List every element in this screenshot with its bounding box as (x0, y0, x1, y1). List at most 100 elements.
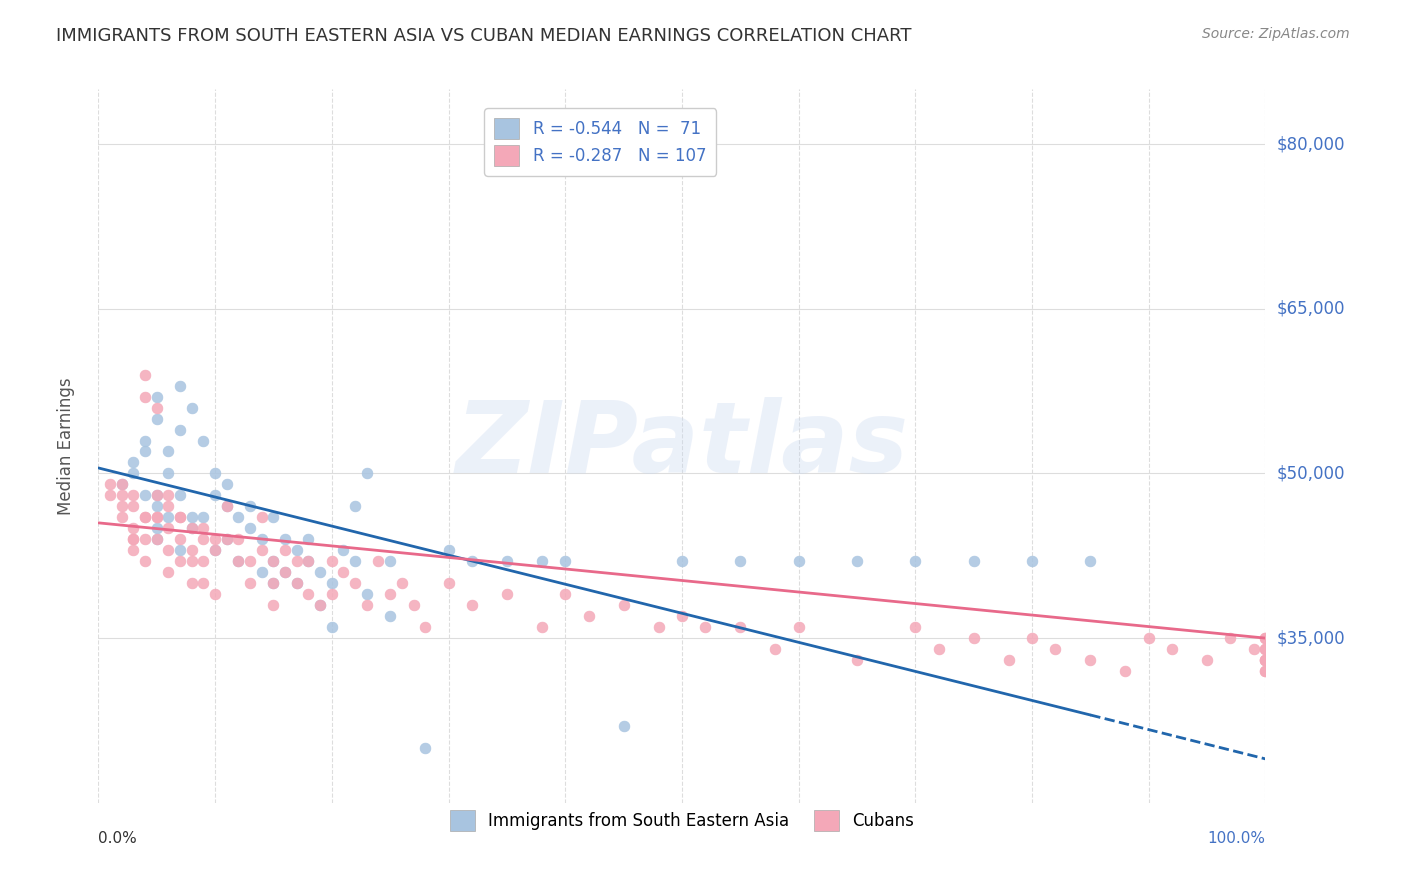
Point (285, 543, 308, 558)
Point (1254, 642, 1277, 657)
Point (344, 576, 367, 591)
Point (530, 620, 553, 634)
Point (962, 554, 984, 568)
Point (146, 510, 169, 524)
Point (157, 543, 180, 558)
Point (1021, 554, 1043, 568)
Point (215, 500, 238, 514)
Point (671, 554, 693, 568)
Point (134, 434, 156, 448)
Point (239, 500, 262, 514)
Y-axis label: Median Earnings: Median Earnings (56, 377, 75, 515)
Point (134, 368, 156, 382)
Point (134, 533, 156, 547)
Point (134, 390, 156, 404)
Point (193, 533, 215, 547)
Point (496, 587, 519, 601)
Point (763, 642, 786, 657)
Point (309, 598, 332, 612)
Point (344, 554, 367, 568)
Point (122, 467, 145, 481)
Point (180, 521, 202, 535)
Point (1161, 642, 1184, 657)
Point (157, 488, 180, 502)
Point (204, 543, 226, 558)
Point (169, 510, 191, 524)
Point (321, 554, 343, 568)
Point (730, 620, 752, 634)
Point (962, 631, 984, 645)
Point (204, 543, 226, 558)
Point (239, 521, 262, 535)
Point (321, 576, 343, 591)
Text: $65,000: $65,000 (1277, 300, 1346, 318)
Point (380, 587, 402, 601)
Point (274, 566, 297, 580)
Point (997, 653, 1019, 667)
Point (262, 510, 284, 524)
Point (250, 510, 273, 524)
Point (1195, 653, 1218, 667)
Point (239, 554, 262, 568)
Point (146, 411, 169, 425)
Point (122, 488, 145, 502)
Point (228, 554, 250, 568)
Point (146, 510, 169, 524)
Point (297, 587, 319, 601)
Point (122, 521, 145, 535)
Point (262, 554, 284, 568)
Point (239, 576, 262, 591)
Point (380, 554, 402, 568)
Point (1080, 554, 1102, 568)
Point (402, 598, 425, 612)
Point (146, 533, 169, 547)
Point (157, 566, 180, 580)
Legend: R = -0.544   N =  71, R = -0.287   N = 107: R = -0.544 N = 71, R = -0.287 N = 107 (484, 108, 716, 176)
Point (297, 554, 319, 568)
Point (111, 477, 134, 491)
Point (461, 598, 484, 612)
Point (215, 533, 238, 547)
Point (613, 598, 636, 612)
Point (274, 543, 297, 558)
Point (193, 554, 215, 568)
Point (193, 576, 215, 591)
Point (180, 510, 202, 524)
Point (134, 488, 156, 502)
Point (204, 467, 226, 481)
Point (204, 533, 226, 547)
Text: Source: ZipAtlas.com: Source: ZipAtlas.com (1202, 27, 1350, 41)
Text: $80,000: $80,000 (1277, 135, 1346, 153)
Point (1254, 631, 1277, 645)
Point (122, 500, 145, 514)
Point (356, 587, 378, 601)
Point (285, 576, 308, 591)
Point (730, 554, 752, 568)
Point (169, 510, 191, 524)
Point (332, 566, 354, 580)
Point (1254, 664, 1277, 678)
Text: 100.0%: 100.0% (1208, 831, 1265, 847)
Point (157, 510, 180, 524)
Text: ZIPatlas: ZIPatlas (456, 398, 908, 494)
Point (1254, 653, 1277, 667)
Point (193, 510, 215, 524)
Point (122, 533, 145, 547)
Point (496, 554, 519, 568)
Point (98, 477, 121, 491)
Point (180, 576, 202, 591)
Point (413, 620, 436, 634)
Point (122, 543, 145, 558)
Point (111, 488, 134, 502)
Point (215, 477, 238, 491)
Point (262, 554, 284, 568)
Point (309, 598, 332, 612)
Point (146, 401, 169, 415)
Point (146, 390, 169, 404)
Point (262, 576, 284, 591)
Point (613, 719, 636, 733)
Point (262, 598, 284, 612)
Point (321, 587, 343, 601)
Point (1254, 653, 1277, 667)
Point (695, 620, 717, 634)
